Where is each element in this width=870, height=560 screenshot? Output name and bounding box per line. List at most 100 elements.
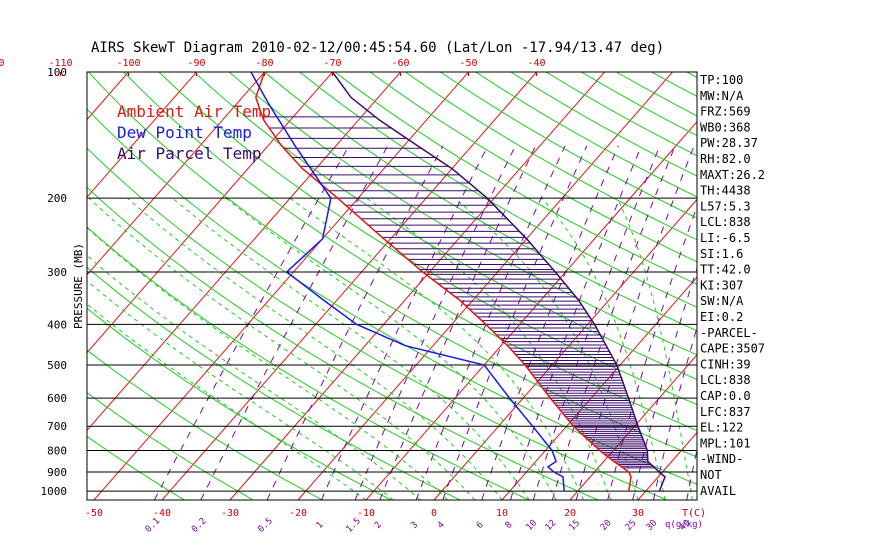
dry-adiabat-line bbox=[193, 72, 697, 381]
mixing-ratio-tick-label: 0.5 bbox=[256, 516, 275, 535]
pressure-tick-label: 500 bbox=[47, 359, 67, 372]
dry-adiabat-line bbox=[510, 72, 697, 177]
moist-adiabat-line bbox=[541, 197, 666, 500]
top-temp-tick-label: -70 bbox=[323, 58, 341, 69]
pressure-tick-label: 400 bbox=[47, 318, 67, 331]
bottom-temp-tick-labels: -50 -40 -30 -20 -10 0 10 20 30 bbox=[85, 508, 644, 519]
dry-adiabat-line bbox=[264, 72, 697, 332]
legend-entry: Air Parcel Temp bbox=[117, 144, 262, 163]
dry-adiabat-line bbox=[87, 108, 697, 485]
dry-adiabat-line bbox=[87, 266, 461, 500]
index-entry: CINH:39 bbox=[700, 357, 751, 371]
pressure-tick-label: 1000 bbox=[41, 485, 68, 498]
bottom-temp-tick-label: -30 bbox=[221, 508, 239, 519]
x-axis-unit-label: T(C) bbox=[682, 508, 706, 519]
top-temp-tick-label: -110 bbox=[48, 58, 72, 69]
profile-lines bbox=[250, 72, 666, 492]
top-temp-tick-label: -60 bbox=[391, 58, 409, 69]
moist-adiabat-line bbox=[127, 197, 503, 500]
index-entry: TP:100 bbox=[700, 73, 743, 87]
mixing-ratio-line bbox=[321, 145, 489, 500]
mixing-ratio-tick-label: 0.1 bbox=[144, 516, 163, 535]
dry-adiabat-line bbox=[158, 72, 697, 406]
bottom-temp-tick-label: 10 bbox=[496, 508, 508, 519]
pressure-tick-label: 600 bbox=[47, 392, 67, 405]
top-temp-tick-labels: -120 -110 -100 -90 -80 -70 -60 -50 -40 bbox=[0, 58, 546, 76]
mixing-ratio-tick-label: 1 bbox=[315, 520, 326, 531]
mixing-ratio-tick-label: 25 bbox=[624, 518, 639, 533]
dry-adiabat-line bbox=[475, 72, 697, 198]
mixing-ratio-tick-labels: 0.1 0.2 0.5 1 1.5 2 3 4 6 8 10 12 15 20 25 30 40 bbox=[144, 516, 693, 535]
mixing-ratio-tick-label: 2 bbox=[373, 520, 384, 531]
isotherm-line bbox=[774, 72, 870, 500]
moist-adiabat-line bbox=[88, 197, 476, 500]
index-entry: MPL:101 bbox=[700, 436, 751, 450]
dry-adiabat-line bbox=[863, 72, 870, 500]
plot-area bbox=[87, 72, 870, 500]
index-entry: FRZ:569 bbox=[700, 105, 751, 119]
index-entry: MAXT:26.2 bbox=[700, 168, 765, 182]
cape-hatching bbox=[262, 116, 655, 469]
index-entry: LCL:838 bbox=[700, 373, 751, 387]
mixing-ratio-tick-label: 30 bbox=[645, 518, 660, 533]
isotherm-line bbox=[87, 72, 333, 354]
y-axis-label: PRESSURE (MB) bbox=[72, 243, 85, 329]
dew-point-line bbox=[250, 72, 565, 492]
mixing-ratio-tick-label: 8 bbox=[504, 520, 515, 531]
index-entry: AVAIL bbox=[700, 484, 736, 498]
bottom-temp-tick-label: -40 bbox=[153, 508, 171, 519]
bottom-temp-tick-label: -20 bbox=[289, 508, 307, 519]
isotherm-line bbox=[569, 354, 697, 500]
index-entry: PW:28.37 bbox=[700, 136, 758, 150]
mixing-ratio-line bbox=[379, 145, 537, 500]
pressure-tick-label: 800 bbox=[47, 445, 67, 458]
moist-adiabat-line bbox=[172, 197, 530, 500]
dry-adiabat-line bbox=[334, 72, 697, 285]
pressure-tick-label: 900 bbox=[47, 466, 67, 479]
dry-adiabat-line bbox=[228, 72, 697, 356]
moist-adiabat-line bbox=[87, 226, 448, 500]
moist-adiabat-line bbox=[366, 197, 612, 500]
parcel-temp-line bbox=[331, 72, 666, 492]
dry-adiabat-line bbox=[87, 186, 599, 500]
index-entry: L57:5.3 bbox=[700, 199, 751, 213]
index-entry: EI:0.2 bbox=[700, 310, 743, 324]
top-temp-tick-label: -120 bbox=[0, 58, 5, 69]
index-entry: WB0:368 bbox=[700, 120, 751, 134]
bottom-temp-tick-label: -10 bbox=[357, 508, 375, 519]
mixing-ratio-tick-label: 10 bbox=[525, 518, 540, 533]
dry-adiabat-line bbox=[828, 72, 870, 500]
mixing-ratio-tick-label: 6 bbox=[475, 520, 486, 531]
legend-entry: Dew Point Temp bbox=[117, 123, 252, 142]
pressure-tick-label: 100 bbox=[47, 66, 67, 79]
mixing-ratio-tick-label: 3 bbox=[409, 520, 420, 531]
pressure-tick-label: 700 bbox=[47, 420, 67, 433]
bottom-temp-tick-label: 0 bbox=[431, 508, 437, 519]
index-entry: SI:1.6 bbox=[700, 247, 743, 261]
moist-adiabat-line bbox=[616, 197, 693, 500]
isotherm-line bbox=[161, 72, 537, 500]
dry-adiabat-line bbox=[792, 72, 870, 500]
index-entry: TH:4438 bbox=[700, 184, 751, 198]
dry-adiabat-line bbox=[757, 72, 870, 500]
index-entry: CAP:0.0 bbox=[700, 389, 751, 403]
plot-frame bbox=[86, 71, 698, 501]
isotherm-line bbox=[501, 276, 697, 500]
mixing-ratio-tick-label: 4 bbox=[436, 520, 447, 531]
isotherm-line bbox=[87, 72, 401, 432]
bottom-temp-tick-label: 20 bbox=[564, 508, 576, 519]
mixing-ratio-tick-label: 1.5 bbox=[344, 516, 363, 535]
isotherm-line bbox=[87, 72, 265, 276]
moist-adiabat-line bbox=[225, 197, 557, 500]
moist-adiabat-line bbox=[87, 280, 394, 500]
mixing-ratio-tick-label: 20 bbox=[599, 518, 614, 533]
dry-adiabat-line bbox=[87, 392, 254, 500]
dry-adiabat-line bbox=[369, 72, 697, 263]
moist-adiabat-line bbox=[87, 303, 367, 500]
dry-adiabat-line bbox=[87, 226, 530, 500]
isotherm-line bbox=[229, 72, 605, 500]
mixing-ratio-tick-label: 12 bbox=[544, 518, 559, 533]
ambient-temp-line bbox=[255, 72, 632, 492]
bottom-temp-tick-label: 30 bbox=[632, 508, 644, 519]
